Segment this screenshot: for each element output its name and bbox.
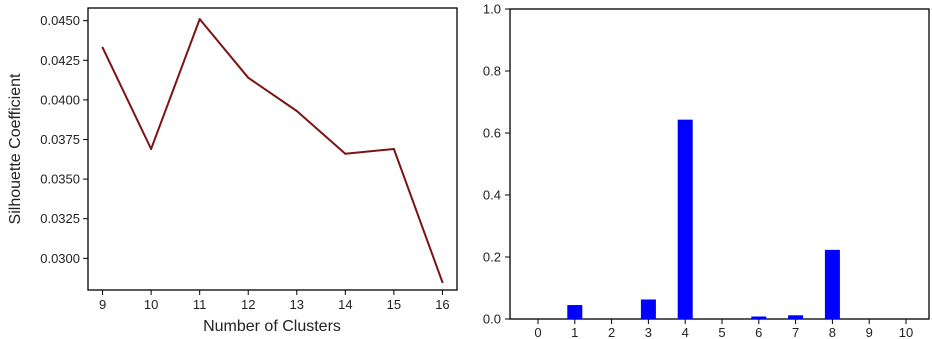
right-y-tick-label: 0.2: [483, 250, 501, 265]
bar-category-8: [824, 249, 840, 319]
silhouette-data-point: [150, 148, 153, 150]
silhouette-data-point: [441, 281, 444, 284]
silhouette-data-point: [344, 152, 347, 155]
left-x-tick-label: 12: [241, 297, 255, 312]
bar-series: [567, 119, 840, 319]
silhouette-series-points: [101, 18, 444, 284]
right-x-tick-label: 3: [645, 325, 652, 339]
right-y-tick-label: 1.0: [483, 2, 501, 17]
left-y-tick-label: 0.0300: [40, 251, 80, 266]
left-plot-frame: [87, 7, 458, 291]
right-y-tick-label: 0.0: [483, 312, 501, 327]
silhouette-line-chart: 0.0300 0.0325 0.0350 0.0375 0.0400 0.0425 0.04…: [7, 7, 458, 335]
silhouette-data-point: [295, 109, 298, 112]
bar-category-1: [567, 305, 583, 319]
right-x-tick-label: 4: [682, 325, 689, 339]
right-x-tick-label: 10: [899, 325, 913, 339]
silhouette-data-point: [247, 76, 250, 79]
left-x-axis-title: Number of Clusters: [203, 318, 341, 335]
left-y-tick-label: 0.0375: [40, 132, 80, 147]
left-x-tick-label: 11: [193, 297, 207, 312]
bar-category-7: [788, 315, 804, 319]
right-y-axis: 0.0 0.2 0.4 0.6 0.8 1.0: [483, 2, 510, 327]
bar-category-3: [640, 299, 656, 319]
left-x-tick-label: 16: [435, 297, 449, 312]
silhouette-data-point: [198, 18, 201, 21]
silhouette-data-point: [101, 46, 104, 49]
right-x-tick-label: 1: [571, 325, 578, 339]
right-y-tick-label: 0.8: [483, 64, 501, 79]
left-y-axis: 0.0300 0.0325 0.0350 0.0375 0.0400 0.0425 0.04…: [40, 13, 88, 266]
left-x-tick-label: 10: [144, 297, 158, 312]
left-x-tick-label: 9: [99, 297, 106, 312]
left-x-axis: 9 10 11 12 13 14 15 16: [99, 290, 450, 312]
right-x-tick-label: 0: [534, 325, 541, 339]
right-x-tick-label: 8: [829, 325, 836, 339]
right-x-tick-label: 6: [755, 325, 762, 339]
right-x-tick-label: 9: [866, 325, 873, 339]
left-y-tick-label: 0.0400: [40, 92, 80, 107]
left-y-tick-label: 0.0325: [40, 211, 80, 226]
left-x-tick-label: 13: [290, 297, 304, 312]
right-x-tick-label: 5: [718, 325, 725, 339]
bar-chart: 0.0 0.2 0.4 0.6 0.8 1.0 0 1 2 3 4 5 6 7 8 9 10: [483, 2, 930, 339]
left-y-tick-label: 0.0450: [40, 13, 80, 28]
right-plot-frame: [509, 8, 930, 320]
silhouette-data-point: [392, 148, 395, 150]
right-x-tick-label: 2: [608, 325, 615, 339]
left-y-tick-label: 0.0425: [40, 53, 80, 68]
bar-category-6: [751, 316, 767, 319]
right-y-tick-label: 0.4: [483, 188, 501, 203]
right-x-tick-label: 7: [792, 325, 799, 339]
left-y-axis-title: Silhouette Coefficient: [7, 73, 24, 224]
bar-category-4: [677, 119, 693, 319]
silhouette-series-line: [101, 18, 444, 283]
left-y-tick-label: 0.0350: [40, 172, 80, 187]
right-y-tick-label: 0.6: [483, 126, 501, 141]
left-x-tick-label: 14: [338, 297, 352, 312]
right-x-axis: 0 1 2 3 4 5 6 7 8 9 10: [534, 319, 913, 339]
left-x-tick-label: 15: [387, 297, 401, 312]
